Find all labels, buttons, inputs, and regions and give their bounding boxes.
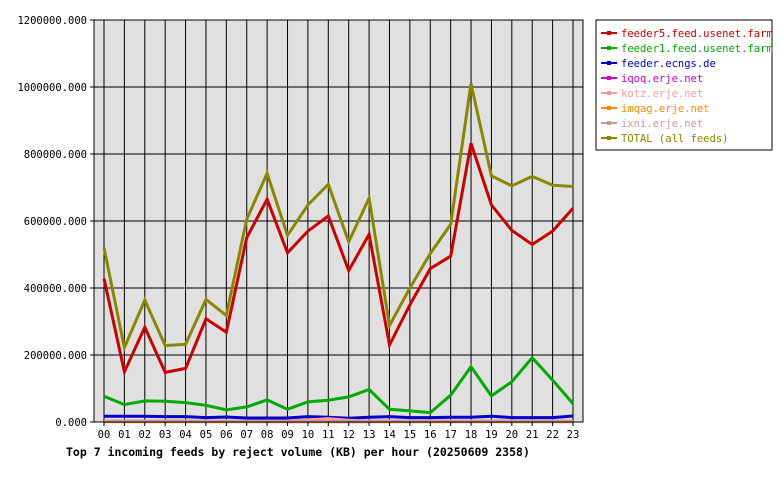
y-tick-label: 1200000.000	[17, 15, 87, 27]
x-tick-label: 12	[342, 429, 355, 441]
y-tick-label: 200000.000	[24, 350, 87, 362]
y-tick-label: 600000.000	[24, 216, 87, 228]
x-tick-label: 22	[546, 429, 559, 441]
series-line	[104, 414, 574, 420]
x-tick-label: 03	[159, 429, 172, 441]
y-tick-label: 1000000.000	[17, 82, 87, 94]
legend-label: kotz.erje.net	[621, 88, 703, 100]
x-tick-label: 05	[200, 429, 213, 441]
legend-label: ixni.erje.net	[621, 118, 703, 130]
legend: feeder5.feed.usenet.farm feeder1.feed.use…	[595, 19, 773, 151]
legend-marker	[607, 121, 611, 125]
legend-label: feeder5.feed.usenet.farm	[621, 28, 773, 40]
legend-label: iqoq.erje.net	[621, 73, 703, 85]
x-tick-label: 11	[322, 429, 335, 441]
x-tick-label: 20	[505, 429, 518, 441]
legend-label: imqag.erje.net	[621, 103, 710, 115]
y-tick-label: 0.000	[55, 417, 87, 429]
legend-marker	[607, 136, 611, 140]
x-tick-label: 16	[424, 429, 437, 441]
y-tick-label: 400000.000	[24, 283, 87, 295]
x-tick-label: 23	[567, 429, 580, 441]
x-tick-label: 21	[526, 429, 539, 441]
x-tick-label: 15	[404, 429, 417, 441]
chart-title: Top 7 incoming feeds by reject volume (K…	[66, 445, 530, 459]
legend-marker	[607, 61, 611, 65]
series-line	[102, 142, 575, 377]
y-tick-label: 800000.000	[24, 149, 87, 161]
x-tick-label: 09	[281, 429, 294, 441]
series-line	[103, 355, 575, 415]
x-tick-label: 07	[240, 429, 253, 441]
y-axis-ticks: 0.000 200000.000 400000.000 600000.000 80000…	[17, 15, 94, 429]
legend-marker	[607, 31, 611, 35]
x-tick-label: 10	[302, 429, 315, 441]
x-tick-label: 02	[138, 429, 151, 441]
x-tick-label: 18	[465, 429, 478, 441]
legend-marker	[607, 76, 611, 80]
legend-marker	[607, 91, 611, 95]
legend-box	[595, 19, 773, 151]
x-tick-label: 04	[179, 429, 192, 441]
x-tick-label: 19	[485, 429, 498, 441]
x-tick-label: 01	[118, 429, 131, 441]
legend-label: feeder1.feed.usenet.farm	[621, 43, 773, 55]
x-axis-ticks: 00 01 02 03 04 05 06 07 08 09 10 11 12 13 14 15 16 17 18 19…	[98, 422, 580, 441]
x-tick-label: 13	[363, 429, 376, 441]
legend-label: TOTAL (all feeds)	[621, 133, 728, 145]
legend-marker	[607, 106, 611, 110]
x-tick-label: 06	[220, 429, 233, 441]
legend-marker	[607, 46, 611, 50]
x-tick-label: 00	[98, 429, 111, 441]
series-line	[102, 83, 574, 353]
x-tick-label: 14	[383, 429, 396, 441]
grid	[94, 20, 583, 422]
x-tick-label: 17	[444, 429, 457, 441]
x-tick-label: 08	[261, 429, 274, 441]
legend-label: feeder.ecngs.de	[621, 58, 716, 70]
